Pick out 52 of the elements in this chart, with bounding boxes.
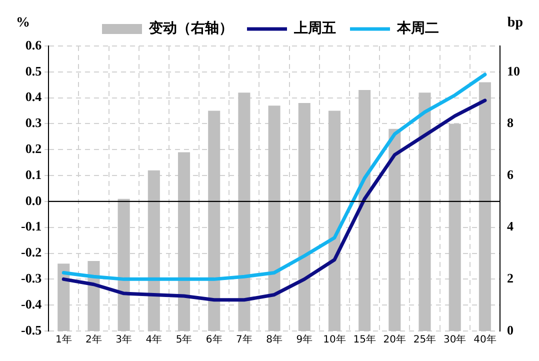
- x-tick-label: 5年: [176, 334, 192, 346]
- x-tick-label: 1年: [55, 334, 72, 346]
- bar: [358, 90, 371, 331]
- bar: [58, 264, 70, 331]
- y-axis-title: %: [16, 16, 30, 31]
- bar: [178, 152, 190, 331]
- x-tick-label: 7年: [236, 334, 252, 346]
- x-tick-label: 25年: [413, 334, 436, 346]
- bar: [388, 128, 401, 331]
- bar: [268, 106, 280, 331]
- bar: [208, 110, 220, 331]
- y-tick-label: -0.5: [20, 322, 42, 338]
- y2-tick-label: 10: [507, 63, 520, 78]
- y-tick-label: -0.1: [20, 218, 42, 234]
- bar: [448, 124, 461, 331]
- bar: [118, 198, 130, 331]
- y-tick-label: -0.3: [20, 270, 42, 286]
- x-tick-label: 30年: [443, 334, 466, 346]
- legend-label: 上周五: [293, 20, 336, 37]
- legend-label: 本周二: [396, 20, 439, 37]
- x-tick-label: 10年: [323, 334, 346, 346]
- y2-tick-label: 4: [507, 218, 514, 234]
- y-tick-label: -0.4: [20, 296, 42, 312]
- y-tick-label: 0.1: [25, 166, 42, 182]
- bar: [328, 110, 340, 331]
- legend-label: 变动（右轴）: [148, 20, 233, 37]
- y2-tick-label: 6: [507, 166, 514, 182]
- y-tick-label: 0.2: [25, 140, 42, 156]
- x-tick-label: 3年: [116, 334, 132, 346]
- y2-tick-label: 2: [507, 270, 514, 286]
- y-tick-label: 0.4: [25, 89, 42, 104]
- y2-tick-label: 8: [507, 115, 514, 130]
- y2-tick-label: 0: [507, 322, 514, 338]
- x-tick-label: 8年: [266, 334, 282, 346]
- bar: [148, 170, 160, 331]
- y-tick-label: 0.0: [25, 192, 42, 208]
- x-tick-label: 40年: [474, 334, 496, 346]
- y-tick-label: 0.5: [25, 63, 42, 78]
- x-tick-label: 4年: [146, 334, 162, 346]
- x-tick-label: 15年: [353, 334, 376, 346]
- bar: [478, 82, 491, 331]
- bar: [298, 103, 310, 331]
- y-tick-label: 0.3: [25, 115, 42, 130]
- x-tick-label: 9年: [296, 334, 313, 346]
- y-tick-label: 0.6: [25, 37, 42, 52]
- y-tick-label: -0.2: [20, 244, 42, 260]
- x-tick-label: 2年: [86, 334, 102, 346]
- bar: [238, 92, 250, 331]
- bar: [418, 92, 431, 331]
- x-tick-label: 20年: [383, 334, 406, 346]
- y2-axis-title: bp: [507, 16, 524, 31]
- x-tick-label: 6年: [206, 334, 222, 346]
